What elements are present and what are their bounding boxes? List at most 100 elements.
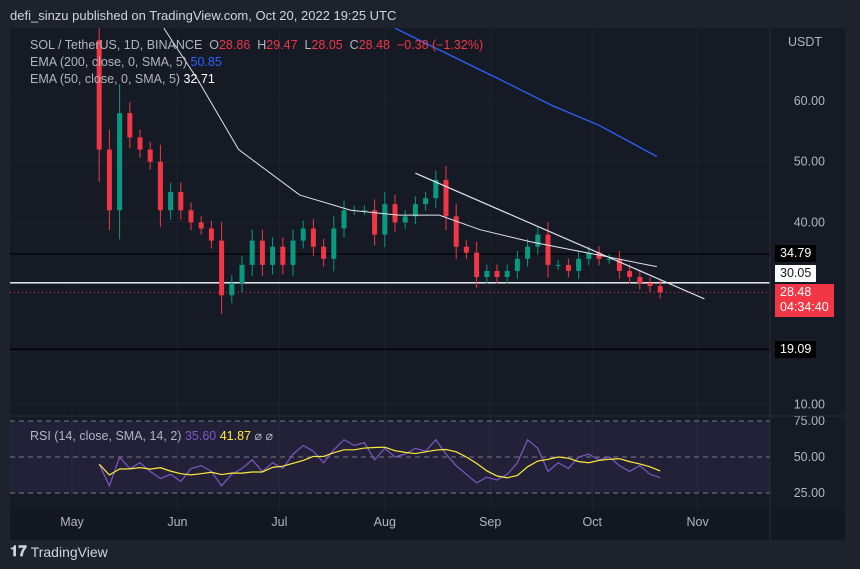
close-value: 28.48 <box>358 38 390 52</box>
candle-body <box>484 270 490 278</box>
rsi-line <box>98 438 661 488</box>
brand-name: TradingView <box>30 544 108 560</box>
x-tick-label: Jun <box>167 515 187 529</box>
resistance-tag: 34.79 <box>775 245 817 262</box>
ema50-legend[interactable]: EMA (50, close, 0, SMA, 5) 32.71 <box>30 72 215 87</box>
candle-body <box>290 240 296 265</box>
candle-body <box>208 228 214 241</box>
support-tag: 30.05 <box>775 265 817 282</box>
candle-body <box>382 204 388 235</box>
candle-body <box>178 192 184 211</box>
candle-body <box>545 234 551 265</box>
chart-panel[interactable]: 60.00 50.00 40.00 10.00 USDT 75.00 50.00 25.00 M… <box>10 28 845 540</box>
rsi-tick-label: 25.00 <box>794 486 825 500</box>
candle-body <box>249 240 255 265</box>
chart-background <box>10 28 845 540</box>
tv-logo-icon: 𝟏𝟕 <box>10 543 27 560</box>
candle-body <box>96 40 102 150</box>
candle-body <box>168 192 174 211</box>
tradingview-logo[interactable]: 𝟏𝟕 TradingView <box>10 543 108 561</box>
x-tick-label: Sep <box>479 515 501 529</box>
candle-body <box>321 246 327 259</box>
rsi-tick-label: 50.00 <box>794 450 825 464</box>
rsi-sma-value: 41.87 <box>219 429 251 443</box>
rsi-value: 35.60 <box>184 429 217 443</box>
low-label: L <box>304 38 312 52</box>
candle-body <box>198 222 204 229</box>
x-tick-label: Oct <box>582 515 602 529</box>
x-tick-label: Nov <box>686 515 709 529</box>
candle-body <box>127 113 133 138</box>
candle-body <box>392 204 398 223</box>
candle-body <box>443 179 449 217</box>
candle-body <box>361 210 367 212</box>
candle-body <box>117 113 123 211</box>
candle-body <box>586 252 592 259</box>
candle-body <box>494 270 500 278</box>
candle-body <box>147 149 153 162</box>
candle-body <box>270 246 276 265</box>
high-value: 29.47 <box>266 38 298 52</box>
candle-body <box>576 258 582 271</box>
last-price-tag: 28.48 04:34:40 <box>775 284 834 317</box>
candle-body <box>453 216 459 247</box>
candle-body <box>412 204 418 217</box>
candle-body <box>596 252 602 259</box>
candle-body <box>188 210 194 223</box>
publish-info: defi_sinzu published on TradingView.com,… <box>10 8 397 23</box>
candle-body <box>423 198 429 205</box>
price-tick-label: 10.00 <box>794 398 825 412</box>
ema200-value: 50.85 <box>190 55 222 69</box>
candle-body <box>606 258 612 260</box>
time-axis <box>10 510 845 540</box>
ema50-label: EMA (50, close, 0, SMA, 5) <box>30 72 181 86</box>
currency-label: USDT <box>788 35 822 49</box>
candle-body <box>657 286 663 293</box>
bar-countdown: 04:34:40 <box>780 300 829 314</box>
candle-body <box>565 264 571 271</box>
open-label: O <box>209 38 219 52</box>
ema200-label: EMA (200, close, 0, SMA, 5) <box>30 55 188 69</box>
candle-body <box>637 277 643 284</box>
candle-body <box>219 240 225 296</box>
ema50-value: 32.71 <box>183 72 215 86</box>
symbol-label: SOL / TetherUS, 1D, BINANCE <box>30 38 203 52</box>
candle-body <box>239 264 245 284</box>
candle-body <box>331 228 337 259</box>
trendline <box>415 172 705 300</box>
high-label: H <box>257 38 267 52</box>
candle-body <box>433 179 439 199</box>
rsi-label: RSI (14, close, SMA, 14, 2) <box>30 429 182 443</box>
candle-body <box>555 264 561 266</box>
low-value: 28.05 <box>311 38 343 52</box>
chart-canvas[interactable]: 60.00 50.00 40.00 10.00 USDT 75.00 50.00 25.00 M… <box>10 28 845 540</box>
candle-body <box>514 258 520 271</box>
candle-body <box>627 270 633 278</box>
open-value: 28.86 <box>218 38 251 52</box>
candle-body <box>463 246 469 253</box>
x-tick-label: Jul <box>271 515 287 529</box>
change-value: −0.38 (−1.32%) <box>396 38 484 52</box>
candle-body <box>535 234 541 247</box>
symbol-legend: SOL / TetherUS, 1D, BINANCE O28.86 H29.4… <box>30 38 483 53</box>
x-tick-label: Aug <box>374 515 396 529</box>
last-price: 28.48 <box>780 285 812 299</box>
candle-body <box>259 240 265 265</box>
candle-body <box>341 210 347 229</box>
candle-body <box>106 149 112 211</box>
candle-body <box>525 246 531 259</box>
candle-body <box>157 161 163 211</box>
candle-body <box>280 246 286 265</box>
candle-body <box>300 228 306 241</box>
ema200-legend[interactable]: EMA (200, close, 0, SMA, 5) 50.85 <box>30 55 222 70</box>
rsi-legend[interactable]: RSI (14, close, SMA, 14, 2) 35.60 41.87 … <box>30 429 273 444</box>
candle-body <box>310 228 316 247</box>
ema200-line <box>394 28 658 158</box>
candle-body <box>647 283 653 287</box>
candle-body <box>504 270 510 278</box>
price-tick-label: 60.00 <box>794 94 825 108</box>
low-support-tag: 19.09 <box>775 341 817 358</box>
rsi-na-icons: ⌀ ⌀ <box>254 429 273 443</box>
close-label: C <box>349 38 359 52</box>
price-tick-label: 40.00 <box>794 215 825 229</box>
